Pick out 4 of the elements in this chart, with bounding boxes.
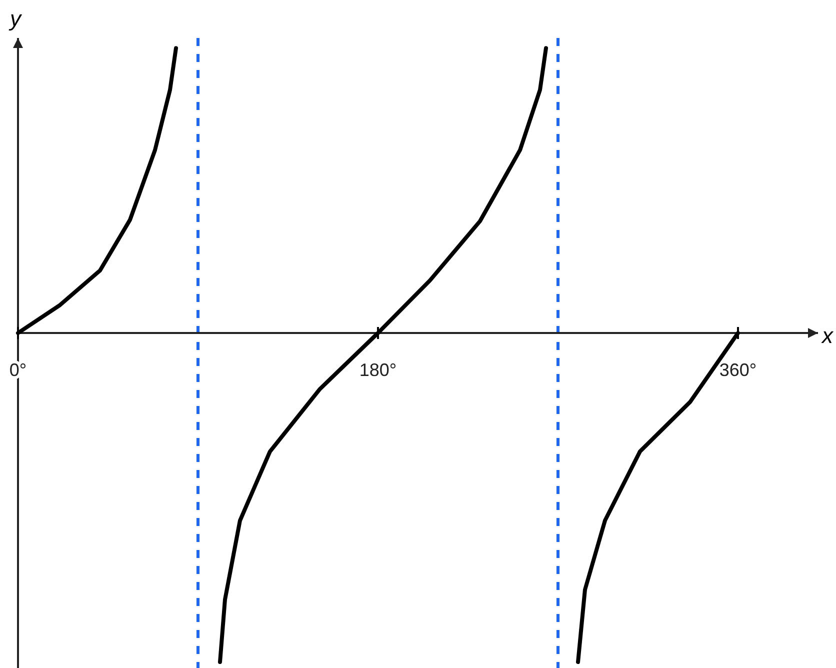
x-axis-title: x xyxy=(821,323,834,348)
x-tick-label: 180° xyxy=(359,360,397,380)
x-tick-label: 360° xyxy=(719,360,757,380)
y-axis-title: y xyxy=(8,6,23,31)
